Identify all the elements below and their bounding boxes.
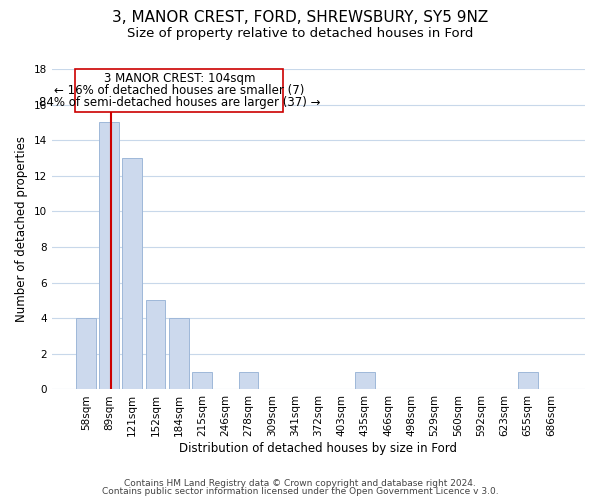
- Y-axis label: Number of detached properties: Number of detached properties: [15, 136, 28, 322]
- Bar: [76, 318, 95, 390]
- Text: 3 MANOR CREST: 104sqm: 3 MANOR CREST: 104sqm: [104, 72, 255, 85]
- Text: Contains public sector information licensed under the Open Government Licence v : Contains public sector information licen…: [101, 488, 499, 496]
- Text: 3, MANOR CREST, FORD, SHREWSBURY, SY5 9NZ: 3, MANOR CREST, FORD, SHREWSBURY, SY5 9N…: [112, 10, 488, 25]
- Bar: [518, 372, 538, 390]
- X-axis label: Distribution of detached houses by size in Ford: Distribution of detached houses by size …: [179, 442, 457, 455]
- Text: Contains HM Land Registry data © Crown copyright and database right 2024.: Contains HM Land Registry data © Crown c…: [124, 478, 476, 488]
- Bar: [169, 318, 188, 390]
- Text: 84% of semi-detached houses are larger (37) →: 84% of semi-detached houses are larger (…: [38, 96, 320, 109]
- Bar: [192, 372, 212, 390]
- Bar: [146, 300, 166, 390]
- Bar: [99, 122, 119, 390]
- FancyBboxPatch shape: [76, 69, 283, 112]
- Text: Size of property relative to detached houses in Ford: Size of property relative to detached ho…: [127, 28, 473, 40]
- Text: ← 16% of detached houses are smaller (7): ← 16% of detached houses are smaller (7): [54, 84, 305, 97]
- Bar: [122, 158, 142, 390]
- Bar: [355, 372, 375, 390]
- Bar: [239, 372, 259, 390]
